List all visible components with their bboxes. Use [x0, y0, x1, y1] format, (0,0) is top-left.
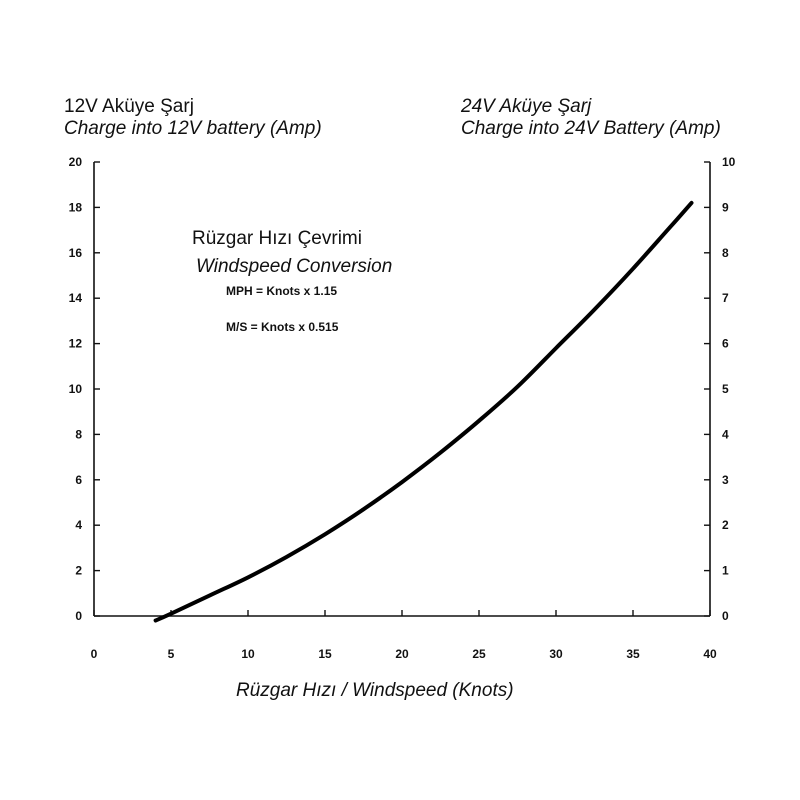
- y-tick-label-left: 6: [75, 473, 82, 487]
- y-tick-label-left: 20: [69, 155, 83, 169]
- y-tick-label-right: 3: [722, 473, 729, 487]
- y-tick-label-right: 1: [722, 564, 729, 578]
- right-axis-header-line2: Charge into 24V Battery (Amp): [461, 118, 721, 139]
- y-tick-label-left: 10: [69, 382, 83, 396]
- left-axis-header-line2: Charge into 12V battery (Amp): [64, 118, 322, 139]
- y-tick-label-left: 2: [75, 564, 82, 578]
- y-tick-label-left: 12: [69, 337, 83, 351]
- left-axis-header-line1: 12V Aküye Şarj: [64, 96, 194, 117]
- x-axis-label: Rüzgar Hızı / Windspeed (Knots): [236, 680, 514, 701]
- annotation-ms: M/S = Knots x 0.515: [226, 320, 339, 334]
- y-tick-label-right: 2: [722, 518, 729, 532]
- y-tick-label-right: 4: [722, 427, 729, 441]
- x-tick-label: 10: [241, 647, 255, 661]
- y-tick-label-left: 4: [75, 518, 82, 532]
- y-tick-label-left: 0: [75, 609, 82, 623]
- y-tick-label-right: 0: [722, 609, 729, 623]
- annotation-subtitle: Windspeed Conversion: [196, 256, 393, 277]
- chart-series: [153, 200, 694, 623]
- x-tick-label: 0: [91, 647, 98, 661]
- right-axis-header: 24V Aküye Şarj Charge into 24V Battery (…: [461, 96, 721, 140]
- y-tick-label-left: 16: [69, 246, 83, 260]
- x-tick-label: 35: [626, 647, 640, 661]
- y-tick-label-left: 18: [69, 200, 83, 214]
- annotation-mph: MPH = Knots x 1.15: [226, 284, 338, 298]
- y-tick-label-left: 14: [69, 291, 83, 305]
- x-tick-label: 20: [395, 647, 409, 661]
- x-tick-label: 40: [703, 647, 717, 661]
- y-tick-label-right: 6: [722, 337, 729, 351]
- x-tick-label: 15: [318, 647, 332, 661]
- x-tick-label: 5: [168, 647, 175, 661]
- left-axis-header: 12V Aküye Şarj Charge into 12V battery (…: [64, 96, 322, 140]
- series-line: [153, 200, 694, 623]
- y-tick-label-right: 7: [722, 291, 729, 305]
- y-tick-label-right: 8: [722, 246, 729, 260]
- right-axis-header-line1: 24V Aküye Şarj: [461, 96, 592, 117]
- x-tick-label: 25: [472, 647, 486, 661]
- y-tick-label-right: 10: [722, 155, 736, 169]
- y-tick-label-left: 8: [75, 427, 82, 441]
- x-tick-label: 30: [549, 647, 563, 661]
- annotation-title: Rüzgar Hızı Çevrimi: [192, 228, 362, 249]
- y-tick-label-right: 5: [722, 382, 729, 396]
- y-tick-label-right: 9: [722, 200, 729, 214]
- chart-axes: [93, 162, 711, 617]
